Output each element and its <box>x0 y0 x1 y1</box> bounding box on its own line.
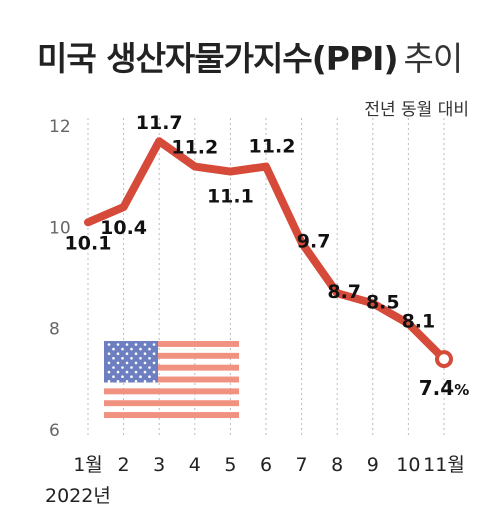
flag-star <box>148 366 151 369</box>
flag-star <box>152 343 156 346</box>
data-label: 10.1 <box>65 232 112 254</box>
flag-star <box>116 370 120 374</box>
flag-stripe <box>104 364 239 371</box>
flag-star <box>139 375 142 379</box>
data-label: 8.7 <box>327 281 361 303</box>
y-axis-ticks: 6 8 10 12 <box>49 117 71 441</box>
data-label: 11.2 <box>171 137 218 159</box>
flag-star <box>134 343 138 346</box>
flag-star <box>134 380 138 383</box>
x-tick-label: 2 <box>118 454 130 476</box>
flag-star <box>121 347 124 351</box>
flag-stripe <box>104 412 239 418</box>
flag-star <box>130 375 133 379</box>
flag-star <box>143 370 147 374</box>
flag-stripe <box>104 376 239 383</box>
x-tick-label: 5 <box>224 454 236 476</box>
flag-star <box>130 347 133 351</box>
flag-star <box>125 380 129 383</box>
year-label: 2022년 <box>45 485 111 507</box>
flag-star <box>130 357 133 360</box>
x-tick-label: 6 <box>260 454 272 476</box>
data-label: 7.4% <box>419 376 469 400</box>
x-tick-label: 8 <box>331 454 343 476</box>
flag-star <box>143 343 147 346</box>
flag-stripe <box>104 400 239 407</box>
chart-title: 미국 생산자물가지수(PPI) 추이 <box>37 32 464 80</box>
flag-star <box>125 361 129 365</box>
flag-star <box>107 380 111 383</box>
flag-star <box>121 357 124 360</box>
flag-star <box>121 366 124 369</box>
flag-star <box>107 352 111 356</box>
flag-star <box>125 343 129 346</box>
y-tick-label: 6 <box>49 421 60 441</box>
data-label: 10.4 <box>100 217 147 239</box>
flag-star <box>107 361 111 365</box>
flag-star <box>134 370 138 374</box>
flag-star <box>139 357 142 360</box>
data-label: 11.1 <box>207 186 254 208</box>
flag-star <box>116 361 120 365</box>
grid-lines <box>87 118 445 438</box>
data-label: 11.7 <box>136 112 183 134</box>
data-labels: 10.110.4 11.7 11.2 11.1 11.2 9.7 8.7 8.58.1 7.4% <box>65 112 470 400</box>
flag-star <box>152 370 156 374</box>
chart-title-main: 미국 생산자물가지수(PPI) <box>37 39 399 78</box>
flag-star <box>143 380 147 383</box>
last-point-marker <box>435 350 453 369</box>
flag-star <box>139 366 142 369</box>
y-tick-label: 12 <box>49 117 71 137</box>
flag-star <box>116 343 120 346</box>
data-label: 8.5 <box>366 291 400 313</box>
flag-star <box>148 357 151 360</box>
flag-stripe <box>104 341 239 347</box>
flag-star <box>143 352 147 356</box>
data-label: 9.7 <box>297 231 331 253</box>
flag-star <box>125 370 129 374</box>
flag-star <box>107 370 111 374</box>
chart-title-sub: 추이 <box>403 39 464 78</box>
data-label-unit: % <box>454 381 469 399</box>
x-tick-label: 3 <box>153 454 165 476</box>
flag-star <box>130 366 133 369</box>
x-tick-label: 7 <box>296 454 308 476</box>
us-flag-icon <box>104 341 239 418</box>
flag-star <box>143 361 147 365</box>
data-label: 8.1 <box>402 311 436 333</box>
x-tick-label: 4 <box>189 454 201 476</box>
chart-subtitle: 전년 동월 대비 <box>364 100 469 120</box>
flag-stripe <box>104 352 239 359</box>
flag-star <box>152 380 156 383</box>
y-tick-label: 10 <box>49 218 71 238</box>
flag-star <box>112 366 115 369</box>
flag-star <box>121 375 124 379</box>
flag-star <box>152 352 156 356</box>
flag-star <box>152 361 156 365</box>
x-tick-label: 9 <box>367 454 379 476</box>
flag-star <box>148 347 151 351</box>
flag-star <box>116 352 120 356</box>
flag-star <box>139 347 142 351</box>
flag-star <box>112 347 115 351</box>
series-line <box>84 137 448 364</box>
y-tick-label: 8 <box>49 320 60 340</box>
ppi-series <box>84 137 453 369</box>
flag-star <box>134 352 138 356</box>
x-tick-label: 10 <box>396 454 420 476</box>
x-tick-label: 1월 <box>73 454 103 476</box>
flag-star <box>125 352 129 356</box>
x-axis-ticks: 1월 2 3 4 5 6 7 8 9 10 11월 <box>73 454 465 476</box>
flag-star <box>107 343 111 346</box>
flag-star <box>112 357 115 360</box>
flag-star <box>112 375 115 379</box>
flag-stripe <box>104 388 239 395</box>
flag-star <box>148 375 151 379</box>
flag-star <box>134 361 138 365</box>
flag-star <box>116 380 120 383</box>
data-label: 11.2 <box>249 136 296 158</box>
x-tick-label: 11월 <box>423 454 465 476</box>
